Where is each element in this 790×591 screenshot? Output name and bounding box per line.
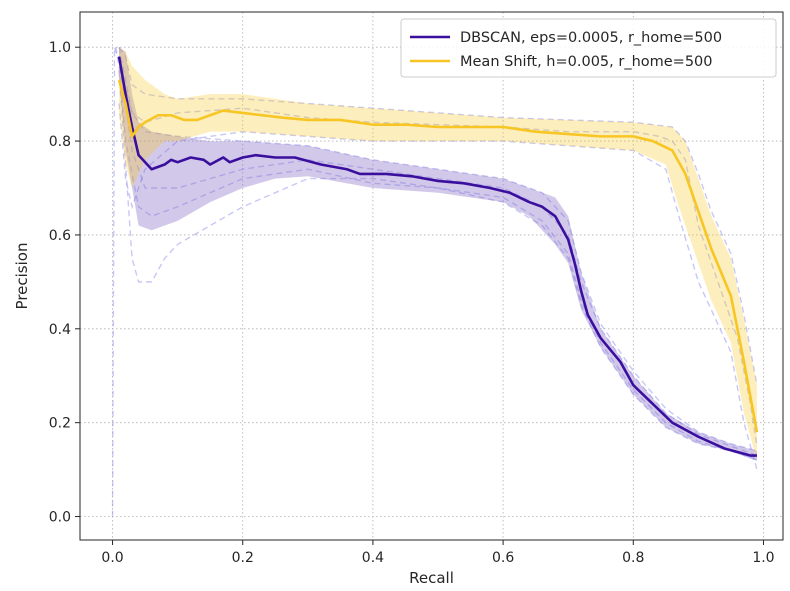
- y-tick-label: 0.6: [49, 228, 71, 244]
- legend-label-dbscan: DBSCAN, eps=0.0005, r_home=500: [460, 30, 722, 46]
- y-axis-label: Precision: [13, 243, 31, 310]
- y-tick-label: 0.8: [49, 134, 71, 150]
- x-tick-label: 1.0: [752, 550, 774, 566]
- x-tick-label: 0.0: [101, 550, 123, 566]
- x-tick-label: 0.2: [232, 550, 254, 566]
- std-bands: [119, 47, 757, 460]
- x-tick-label: 0.8: [622, 550, 644, 566]
- y-tick-label: 0.0: [49, 510, 71, 526]
- legend: DBSCAN, eps=0.0005, r_home=500 Mean Shif…: [401, 19, 776, 77]
- std-band-mean-shift: [119, 47, 757, 460]
- grid-lines: [80, 12, 783, 540]
- y-tick-label: 1.0: [49, 40, 71, 56]
- x-axis-label: Recall: [409, 569, 454, 587]
- x-tick-label: 0.6: [492, 550, 514, 566]
- y-tick-label: 0.2: [49, 416, 71, 432]
- y-tick-label: 0.4: [49, 322, 71, 338]
- plot-frame: [80, 12, 783, 540]
- x-tick-label: 0.4: [362, 550, 384, 566]
- legend-label-mean-shift: Mean Shift, h=0.005, r_home=500: [460, 54, 713, 70]
